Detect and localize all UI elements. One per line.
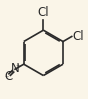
Text: Cl: Cl: [38, 6, 49, 19]
Text: Cl: Cl: [73, 30, 84, 43]
Text: C: C: [4, 70, 13, 83]
Text: N: N: [11, 62, 19, 75]
Text: ⁺: ⁺: [15, 63, 20, 72]
Text: ⁻: ⁻: [4, 73, 8, 82]
